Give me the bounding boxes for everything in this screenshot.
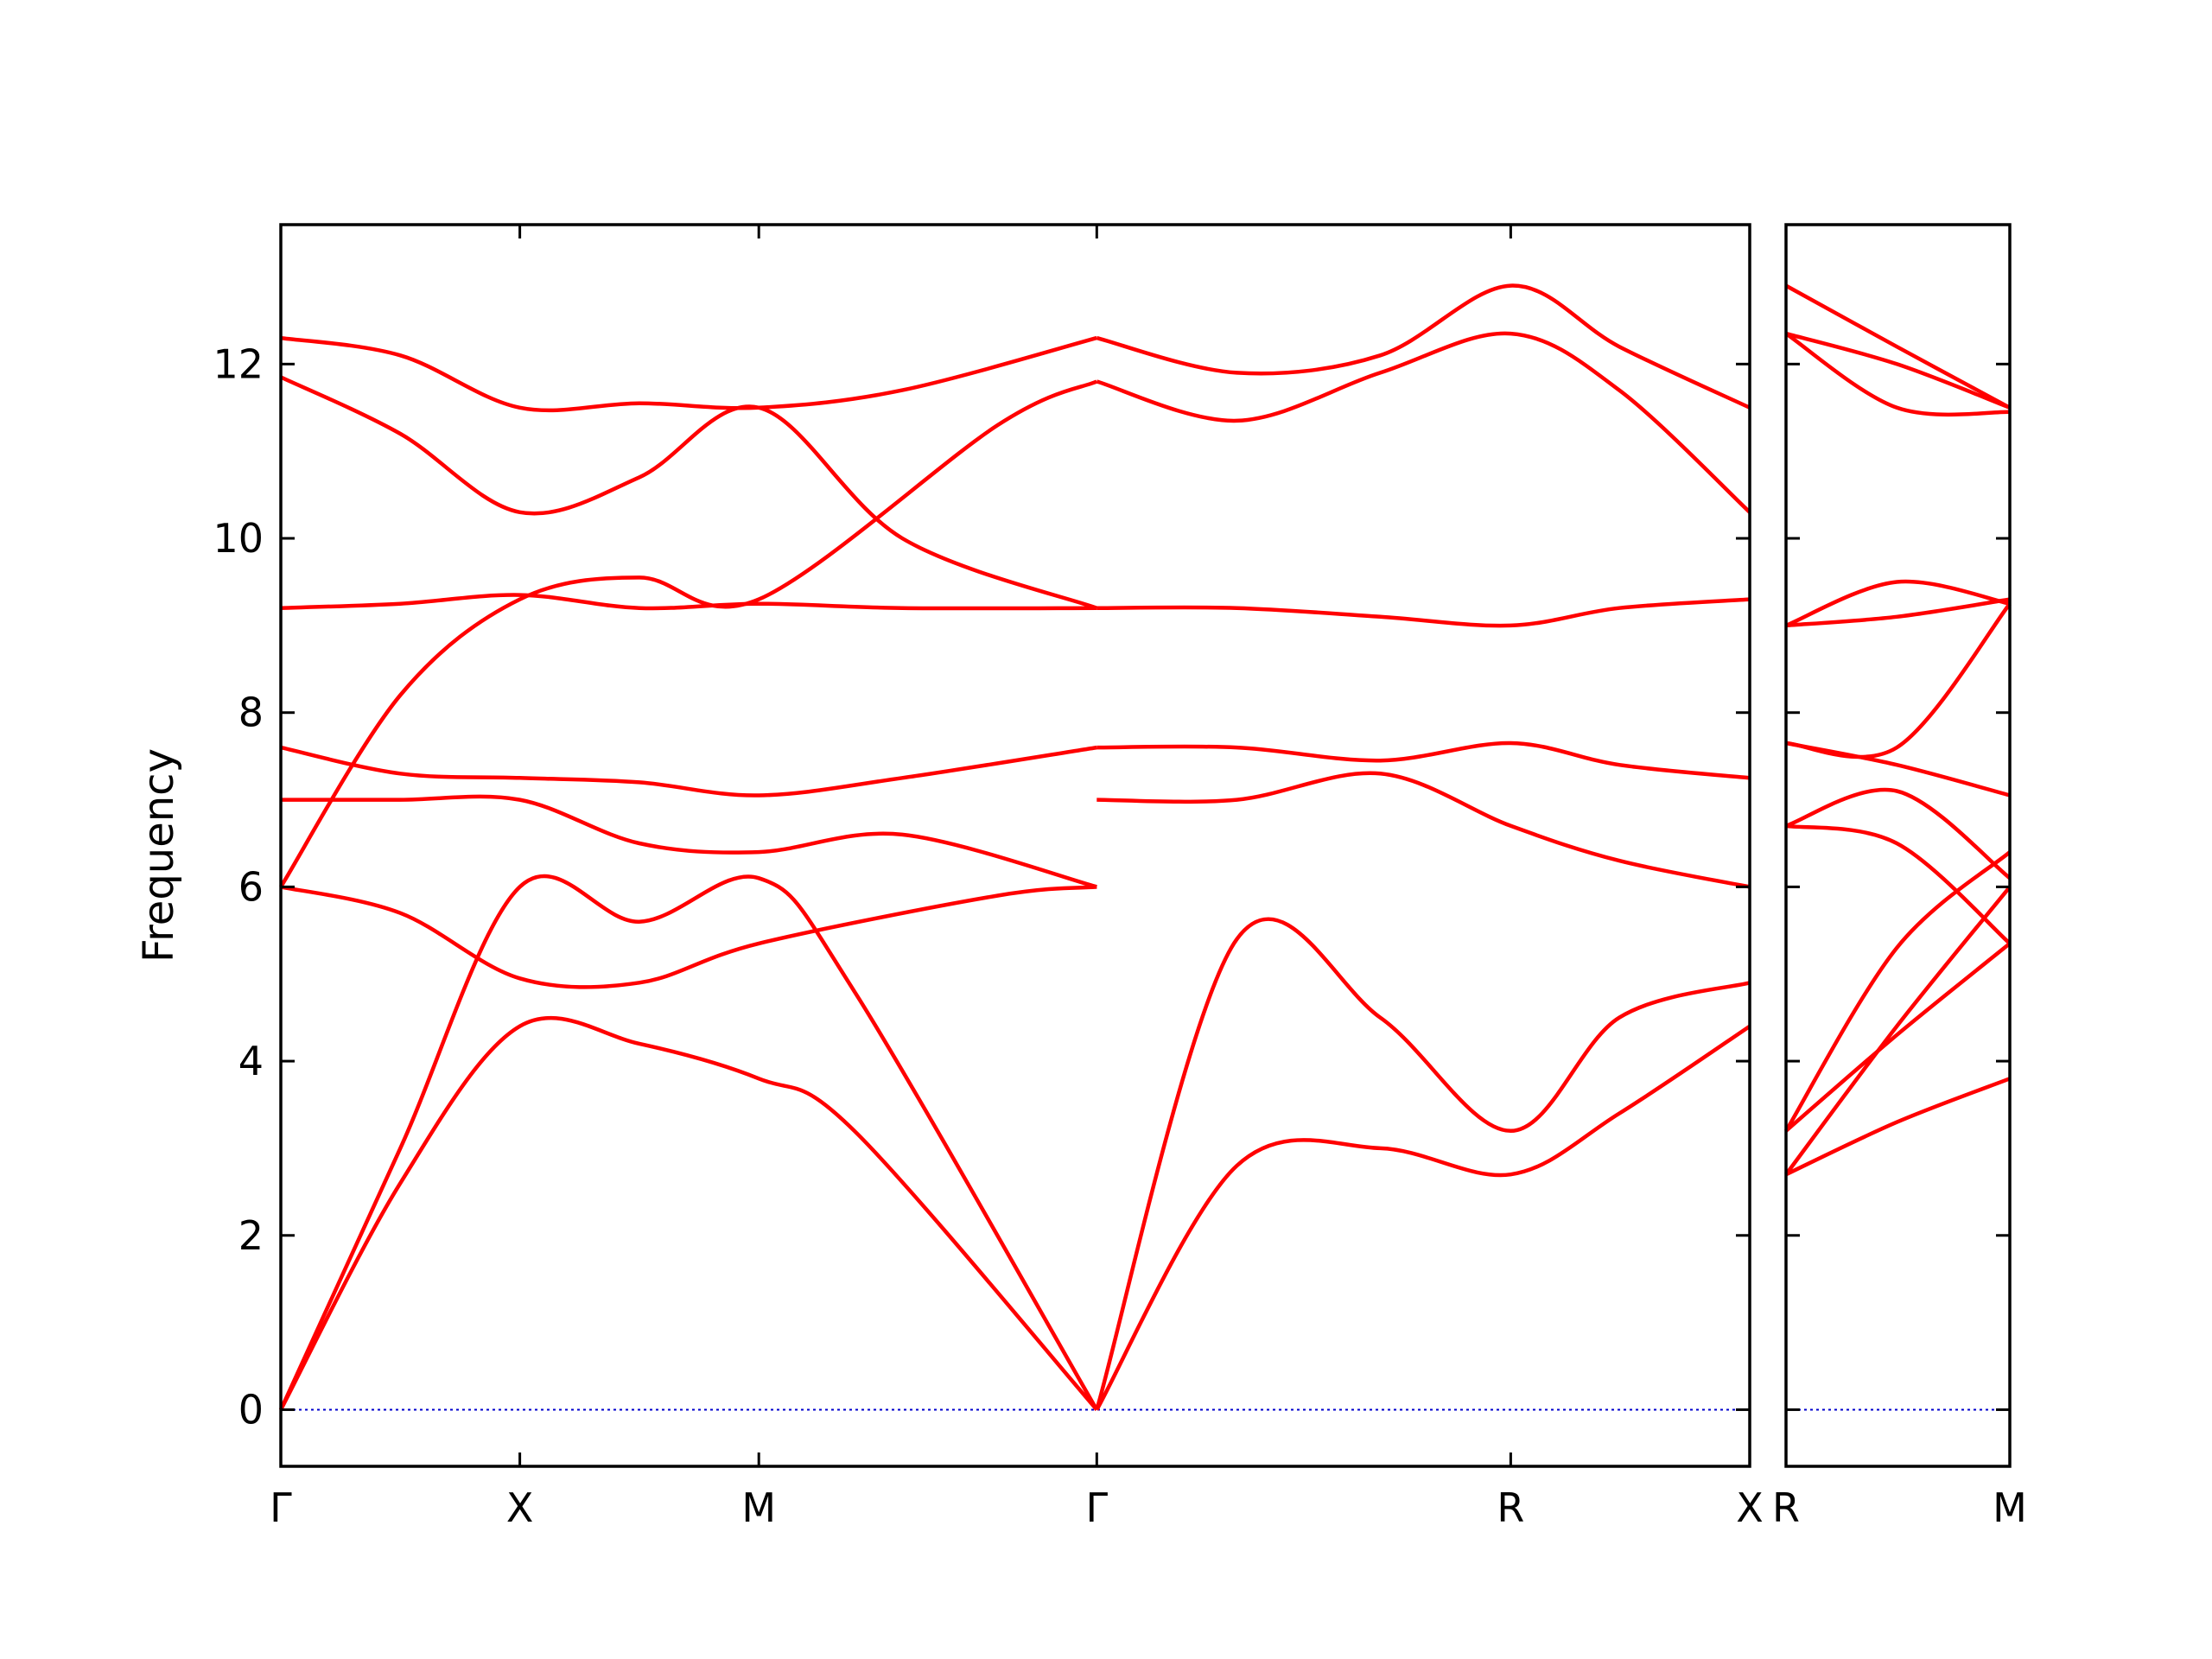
band-line [1784,850,2012,1132]
band-line [1095,917,1751,1411]
band-line [280,593,1097,611]
x-tick-label: R [1497,1484,1524,1531]
band-line [1096,597,1751,628]
band-line [281,794,1097,889]
band-line [279,1015,1098,1411]
band-line [280,885,1097,989]
band-line [1785,602,2012,760]
x-tick-label: Γ [270,1484,292,1531]
x-tick-label: M [741,1484,776,1531]
x-tick-label: Γ [1086,1484,1109,1531]
band-line [278,874,1099,1411]
band-line [1096,331,1751,514]
y-axis-label: Frequency [135,748,183,963]
y-tick-label: 4 [238,1038,264,1084]
y-tick-label: 2 [238,1212,264,1259]
x-tick-label: X [506,1484,534,1531]
x-tick-label: R [1772,1484,1800,1531]
y-tick-label: 6 [238,863,264,910]
band-line [1785,331,2011,410]
y-tick-label: 0 [238,1386,264,1433]
band-line [1785,823,2012,945]
x-tick-label: M [1993,1484,2027,1531]
band-line [1785,597,2011,628]
band-line [1095,1024,1751,1411]
band-line [280,335,1097,413]
band-line [1096,771,1751,889]
band-line [279,379,1098,888]
band-line [1784,332,2011,417]
panel-main: 0 2 4 6 8 10 12 Γ X M Γ R X [213,223,1764,1531]
band-line [1784,942,2012,1133]
band-line [1096,283,1751,410]
band-line [1785,579,2011,627]
y-tick-label: 8 [238,690,264,736]
band-line [280,375,1098,610]
plot-frame [1784,223,2012,1468]
x-tick-label: X [1736,1484,1764,1531]
band-line [1784,283,2012,410]
band-line [280,745,1097,798]
band-line [1784,885,2012,1176]
y-tick-label: 10 [213,515,264,562]
plot-frame [279,223,1751,1468]
band-line [1785,787,2012,880]
band-line [1785,1077,2011,1177]
y-tick-label: 12 [213,340,264,387]
band-line [1096,741,1751,780]
